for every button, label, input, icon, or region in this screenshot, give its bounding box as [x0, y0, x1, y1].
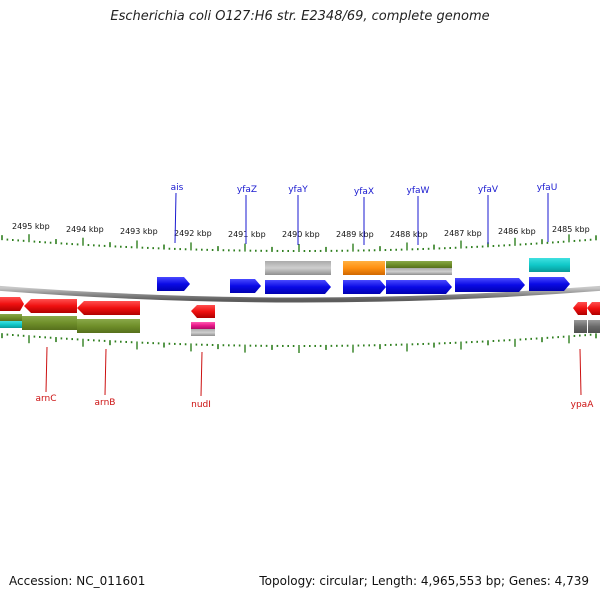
gene-leader-line [579, 348, 582, 396]
feature-block [386, 268, 452, 275]
gene-label-yfaY: yfaY [288, 185, 308, 195]
gene-leader-line [200, 351, 203, 397]
scale-label: 2486 kbp [498, 227, 536, 236]
gene-leader-line [174, 192, 177, 244]
cds-arrow-reverse [587, 302, 600, 315]
tick-marks-inner [1, 333, 597, 353]
cds-arrow-forward [265, 280, 331, 294]
scale-label: 2492 kbp [174, 229, 212, 238]
gene-label-yfaU: yfaU [537, 183, 558, 193]
gene-leader-line [104, 348, 107, 396]
scale-labels: 2495 kbp 2494 kbp 2493 kbp 2492 kbp 2491… [12, 222, 590, 239]
scale-label: 2491 kbp [228, 230, 266, 239]
feature-block [588, 320, 600, 333]
forward-cds-track [157, 277, 570, 294]
gene-label-yfaV: yfaV [478, 185, 499, 195]
cds-arrow-reverse [77, 301, 140, 315]
gene-leader-line [45, 346, 48, 393]
cds-arrow-reverse [0, 297, 24, 311]
feature-block [0, 321, 22, 328]
gene-label-ypaA: ypaA [571, 400, 595, 410]
cds-arrow-forward [343, 280, 386, 294]
scale-label: 2487 kbp [444, 229, 482, 238]
tick-marks-outer [1, 234, 597, 252]
map-title: Escherichia coli O127:H6 str. E2348/69, … [110, 9, 490, 24]
feature-block [574, 320, 587, 333]
feature-block [191, 329, 215, 336]
feature-block [265, 261, 331, 275]
scale-label: 2494 kbp [66, 225, 104, 234]
feature-ring-outer [265, 258, 570, 275]
scale-label: 2488 kbp [390, 230, 428, 239]
cds-arrow-forward [455, 278, 525, 292]
feature-block [0, 314, 22, 321]
feature-ring-inner [0, 314, 600, 336]
cds-arrow-reverse [573, 302, 587, 315]
genome-summary-text: Topology: circular; Length: 4,965,553 bp… [259, 574, 589, 588]
gene-label-arnC: arnC [35, 394, 56, 404]
cds-arrow-forward [230, 279, 261, 293]
gene-label-yfaW: yfaW [407, 186, 430, 196]
reverse-cds-track [0, 297, 600, 318]
feature-block [343, 261, 385, 275]
cds-arrow-forward [529, 277, 570, 291]
gene-label-yfaX: yfaX [354, 187, 374, 197]
cds-arrow-reverse [24, 299, 77, 313]
feature-block [22, 316, 77, 330]
cds-arrow-forward [386, 280, 452, 294]
feature-block [77, 319, 140, 333]
scale-label: 2490 kbp [282, 230, 320, 239]
cds-arrow-reverse [191, 305, 215, 318]
feature-block [529, 258, 570, 272]
gene-label-nudI: nudI [191, 400, 211, 410]
feature-block [386, 261, 452, 268]
scale-label: 2493 kbp [120, 227, 158, 236]
accession-text: Accession: NC_011601 [9, 574, 146, 588]
genome-backbone [0, 285, 600, 303]
gene-label-yfaZ: yfaZ [237, 185, 257, 195]
scale-label: 2495 kbp [12, 222, 50, 231]
gene-label-arnB: arnB [95, 398, 116, 408]
scale-label: 2485 kbp [552, 225, 590, 234]
feature-block [191, 322, 215, 329]
reverse-gene-labels: arnC arnB nudI ypaA [35, 346, 595, 410]
cds-arrow-forward [157, 277, 190, 291]
forward-gene-labels: ais yfaZ yfaY yfaX yfaW yfaV yfaU [171, 183, 558, 245]
gene-label-ais: ais [171, 183, 184, 193]
scale-label: 2489 kbp [336, 230, 374, 239]
